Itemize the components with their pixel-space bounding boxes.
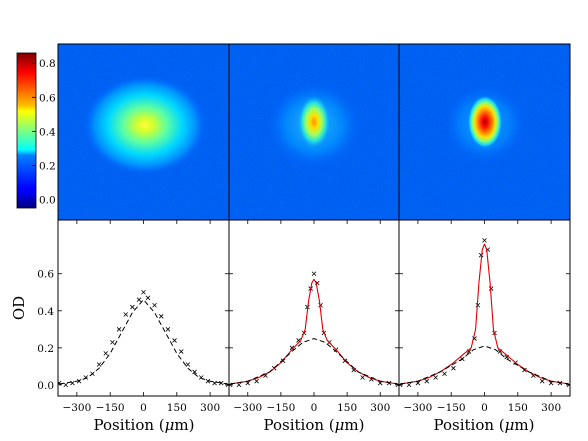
dense-core: [298, 96, 330, 148]
dashed-fit-curve: [230, 338, 398, 385]
data-point-marker: [406, 382, 412, 388]
data-point-marker: [311, 271, 317, 277]
data-point-marker: [63, 382, 69, 388]
plot-axes: −300 −150 0 150 300 −300 −150 0 150 300 −300 −150 0 1…: [37, 219, 571, 414]
data-point-marker: [236, 382, 242, 388]
data-point-marker: [58, 380, 62, 386]
x-tick-label: −300: [403, 402, 432, 414]
image-panel-3: [399, 44, 570, 220]
image-panel-1: [58, 44, 229, 220]
data-point-marker: [110, 339, 115, 345]
data-point-marker: [218, 380, 224, 386]
data-point-marker: [145, 295, 151, 301]
profile-plot-1: [58, 289, 229, 388]
x-tick-label: −150: [437, 402, 466, 414]
colorbar-tick-label: 0.8: [39, 58, 56, 70]
colorbar: 0.0 0.2 0.4 0.6 0.8: [16, 52, 56, 209]
data-point-marker: [141, 289, 146, 295]
data-point-marker: [165, 327, 171, 332]
data-point-marker: [254, 378, 259, 384]
data-point-marker: [185, 362, 191, 367]
x-tick-label: 300: [541, 402, 561, 414]
image-panel-2: [229, 44, 399, 220]
profile-plot-3: [399, 238, 570, 388]
data-point-marker: [96, 362, 102, 367]
colorbar-tick-label: 0.0: [39, 194, 56, 206]
data-point-marker: [103, 351, 109, 356]
x-axis-label-2: Position (μm): [264, 416, 365, 434]
data-point-marker: [116, 327, 122, 332]
red-fit-curve: [230, 278, 398, 385]
data-point-marker: [192, 369, 197, 375]
dense-core: [468, 96, 502, 148]
data-point-marker: [478, 252, 484, 258]
x-tick-label: 150: [337, 402, 357, 414]
x-tick-label: 150: [167, 402, 187, 414]
x-tick-label: 0: [481, 402, 488, 414]
x-tick-label: 0: [140, 402, 147, 414]
data-point-marker: [360, 375, 365, 380]
dashed-fit-curve: [59, 299, 228, 385]
x-tick-label: 300: [200, 402, 220, 414]
x-tick-label: −150: [266, 402, 295, 414]
data-point-marker: [172, 338, 177, 343]
y-axis-label: OD: [10, 296, 28, 320]
data-point-marker: [488, 286, 494, 291]
dashed-fit-curve: [400, 345, 569, 385]
data-point-marker: [289, 345, 295, 351]
x-tick-label: −150: [96, 402, 125, 414]
data-point-marker: [482, 238, 487, 243]
colorbar-tick-label: 0.6: [39, 92, 56, 104]
data-point-marker: [123, 312, 129, 317]
y-tick-label: 0.4: [37, 306, 54, 318]
x-axis-label-1: Position (μm): [94, 416, 195, 434]
y-tick-label: 0.0: [37, 380, 54, 392]
colorbar-ticks: 0.0 0.2 0.4 0.6 0.8: [32, 58, 56, 206]
x-tick-label: 150: [508, 402, 528, 414]
colorbar-tick-label: 0.4: [39, 126, 56, 138]
data-point-marker: [152, 302, 157, 308]
data-point-marker: [433, 375, 438, 380]
data-point-marker: [76, 378, 82, 384]
data-point-marker: [442, 371, 447, 377]
x-tick-label: −300: [233, 402, 262, 414]
data-point-marker: [539, 378, 545, 384]
y-tick-label: 0.6: [37, 269, 54, 281]
plot-frame: [57, 219, 571, 397]
data-point-marker: [136, 297, 142, 302]
data-point-marker: [158, 314, 164, 319]
data-point-marker: [205, 378, 211, 384]
thermal-cloud: [83, 75, 207, 175]
x-tick-label: −300: [62, 402, 91, 414]
colorbar-tick-label: 0.2: [39, 160, 56, 172]
data-point-marker: [451, 365, 456, 371]
data-point-marker: [130, 304, 135, 310]
profile-plot-2: [229, 271, 399, 388]
colorbar-gradient: [16, 52, 37, 209]
x-tick-label: 0: [311, 402, 318, 414]
x-tick-label: 300: [370, 402, 390, 414]
data-point-marker: [178, 349, 184, 354]
red-fit-curve: [400, 243, 569, 385]
x-axis-label-3: Position (μm): [434, 416, 535, 434]
y-tick-label: 0.2: [37, 343, 54, 355]
data-point-marker: [424, 378, 430, 384]
